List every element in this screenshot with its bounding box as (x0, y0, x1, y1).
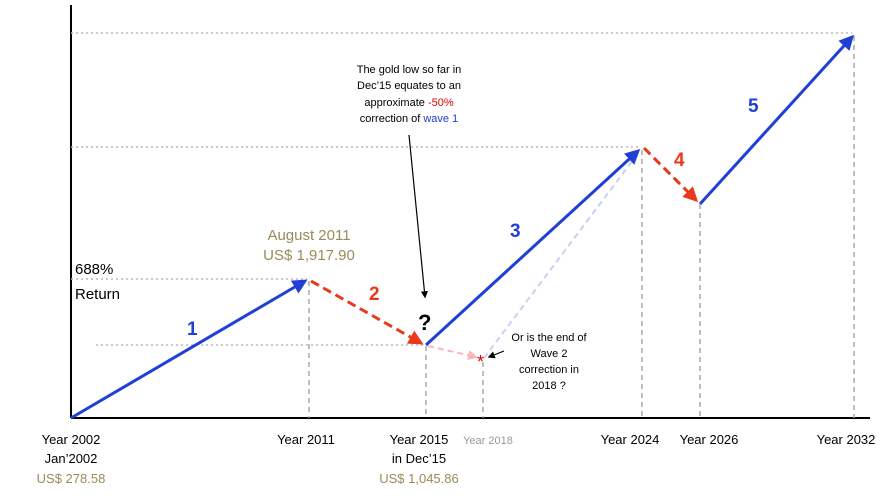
top-note-line-4: correction of wave 1 (360, 113, 458, 125)
wave-4-arrow (642, 146, 699, 203)
wave-2-arrow (310, 279, 424, 345)
xlabel-2011: Year 2011 (277, 432, 335, 447)
peak-date: August 2011 (267, 227, 350, 244)
xlabel-2024: Year 2024 (601, 432, 660, 447)
peak-price: US$ 1,917.90 (263, 247, 355, 264)
wave-1-label: 1 (187, 319, 198, 340)
xlabel-2032: Year 2032 (817, 432, 876, 447)
wave2-end-asterisk: * (477, 352, 484, 372)
side-note-line-2: Wave 2 (531, 348, 568, 360)
side-note-line-4: 2018 ? (532, 380, 566, 392)
xlabel-2002: Year 2002 (42, 432, 101, 447)
wave-5-arrow (698, 34, 855, 206)
xlabel-2015-month: in Dec’15 (392, 451, 446, 466)
side-note-line-1: Or is the end of (511, 332, 587, 344)
top-note-percent: -50% (428, 97, 454, 109)
wave-1-arrow (70, 279, 308, 420)
question-mark: ? (418, 310, 431, 335)
top-note-line-2: Dec’15 equates to an (357, 80, 461, 92)
top-note-line-1: The gold low so far in (357, 64, 462, 76)
xlabel-2018: Year 2018 (463, 435, 513, 447)
top-note-pointer (408, 134, 429, 299)
wave-3-label: 3 (510, 221, 521, 242)
top-note-line-3: approximate -50% (364, 97, 453, 109)
wave-3-arrow (424, 148, 641, 347)
side-note-line-3: correction in (519, 364, 579, 376)
top-note-line-3a: approximate (364, 97, 428, 109)
return-percent: 688% (75, 261, 113, 278)
top-note-line-4a: correction of (360, 113, 424, 125)
return-label: Return (75, 286, 120, 303)
top-note-wave1: wave 1 (422, 113, 458, 125)
alt-wave3-arrow (483, 154, 638, 359)
wave-5-label: 5 (748, 96, 759, 117)
xlabel-2002-month: Jan’2002 (45, 451, 98, 466)
xlabel-2026: Year 2026 (680, 432, 739, 447)
alt-wave2-arrow (427, 345, 478, 361)
side-note-pointer (487, 350, 505, 359)
xlabel-2015-price: US$ 1,045.86 (379, 471, 459, 486)
wave-4-label: 4 (674, 150, 685, 171)
wave-2-label: 2 (369, 284, 380, 305)
xlabel-2002-price: US$ 278.58 (37, 471, 106, 486)
xlabel-2015: Year 2015 (390, 432, 449, 447)
